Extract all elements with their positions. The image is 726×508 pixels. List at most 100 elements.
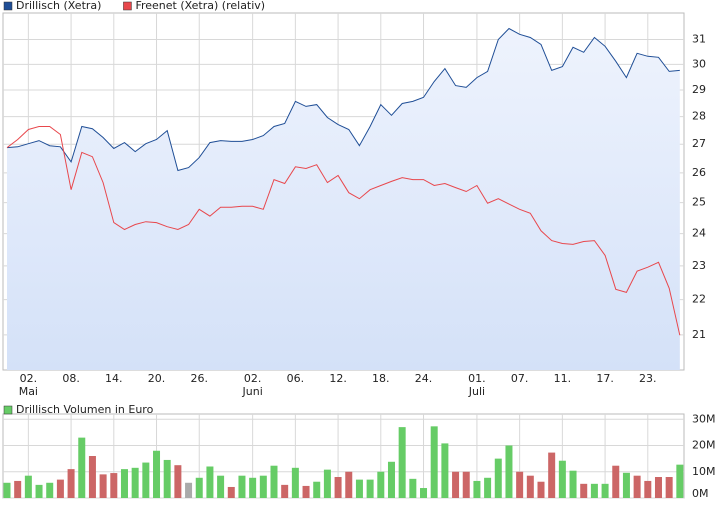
y-tick-label: 25 (692, 196, 706, 209)
volume-bar (88, 456, 96, 498)
volume-bar (24, 475, 32, 498)
volume-bar (441, 443, 449, 498)
y-tick-label: 20M (692, 439, 716, 452)
y-tick-label: 29 (692, 83, 706, 96)
y-tick-label: 0M (692, 487, 709, 500)
volume-bar (644, 480, 652, 498)
volume-bar (494, 458, 502, 498)
x-tick-label: 23. (639, 372, 657, 385)
legend-swatch (3, 405, 13, 415)
y-tick-label: 30 (692, 57, 706, 70)
volume-bar (185, 482, 193, 498)
x-tick-label: 01. (468, 372, 486, 385)
volume-bar (377, 471, 385, 498)
y-tick-label: 24 (692, 227, 706, 240)
volume-bar (227, 486, 235, 498)
line (6, 27, 680, 172)
volume-bar (238, 475, 246, 498)
x-tick-label: 20. (148, 372, 166, 385)
volume-bar (452, 471, 460, 498)
volume-bar (323, 469, 331, 498)
legend-swatch (3, 1, 13, 11)
volume-bar (355, 479, 363, 498)
volume-bar (110, 473, 118, 498)
y-tick-label: 22 (692, 293, 706, 306)
x-tick-label: 08. (62, 372, 80, 385)
volume-bar (366, 479, 374, 498)
volume-bar (398, 427, 406, 498)
volume-bar (195, 477, 203, 498)
volume-bar (46, 482, 54, 498)
volume-bar (537, 481, 545, 498)
volume-bar (120, 469, 128, 498)
volume-bar (259, 475, 267, 498)
x-tick-label: 11. (554, 372, 572, 385)
volume-bar (612, 465, 620, 498)
y-tick-label: 10M (692, 465, 716, 478)
volume-bar (153, 450, 161, 498)
y-tick-label: 28 (692, 110, 706, 123)
volume-bar (601, 483, 609, 498)
volume-bar (387, 461, 395, 498)
x-tick-label: 26. (190, 372, 208, 385)
volume-bar (174, 465, 182, 498)
volume-bar (67, 469, 75, 498)
volume-bar (217, 475, 225, 498)
x-tick-label: 06. (287, 372, 305, 385)
volume-bar (633, 475, 641, 498)
legend-label: Drillisch (Xetra) (16, 0, 101, 12)
volume-bar (78, 437, 86, 498)
volume-bar (516, 471, 524, 498)
legend-label: Drillisch Volumen in Euro (16, 403, 154, 416)
x-month-label: Mai (19, 385, 38, 398)
volume-bar (56, 479, 64, 498)
volume-bar (569, 470, 577, 498)
volume-bar (249, 477, 257, 498)
volume-bar (548, 452, 556, 498)
volume-bar (3, 482, 11, 498)
volume-bar (409, 478, 417, 498)
volume-bar (665, 477, 673, 498)
volume-bar (99, 474, 107, 498)
volume-bar (302, 485, 310, 498)
y-tick-label: 27 (692, 137, 706, 150)
y-tick-label: 21 (692, 328, 706, 341)
volume-bar (313, 481, 321, 498)
volume-bar (484, 477, 492, 498)
x-tick-label: 07. (511, 372, 529, 385)
x-tick-label: 02. (244, 372, 262, 385)
volume-bar (462, 471, 470, 498)
volume-bar (206, 466, 214, 498)
volume-bar (142, 462, 150, 498)
x-tick-label: 18. (372, 372, 390, 385)
x-tick-label: 02. (20, 372, 38, 385)
y-tick-label: 23 (692, 259, 706, 272)
volume-bar (14, 480, 22, 498)
area (7, 28, 680, 370)
volume-bar (558, 460, 566, 498)
volume-bar (35, 484, 43, 498)
x-month-label: Juni (242, 385, 263, 398)
legend-swatch (123, 1, 132, 11)
legend-label: Freenet (Xetra) (relativ) (135, 0, 265, 12)
line (6, 126, 681, 336)
volume-bar (163, 459, 171, 498)
volume-bar (281, 484, 289, 498)
x-tick-label: 14. (105, 372, 123, 385)
volume-bar (291, 467, 299, 498)
volume-bar (622, 472, 630, 498)
volume-bar (473, 480, 481, 498)
volume-bar (131, 467, 139, 498)
x-tick-label: 17. (596, 372, 614, 385)
volume-bar (430, 426, 438, 498)
volume-bar (270, 465, 278, 498)
volume-bar (526, 475, 534, 498)
volume-bar (654, 477, 662, 498)
volume-bar (334, 477, 342, 498)
x-tick-label: 12. (329, 372, 347, 385)
volume-bar (676, 464, 684, 498)
x-tick-label: 24. (415, 372, 433, 385)
y-tick-label: 26 (692, 166, 706, 179)
volume-bar (590, 483, 598, 498)
